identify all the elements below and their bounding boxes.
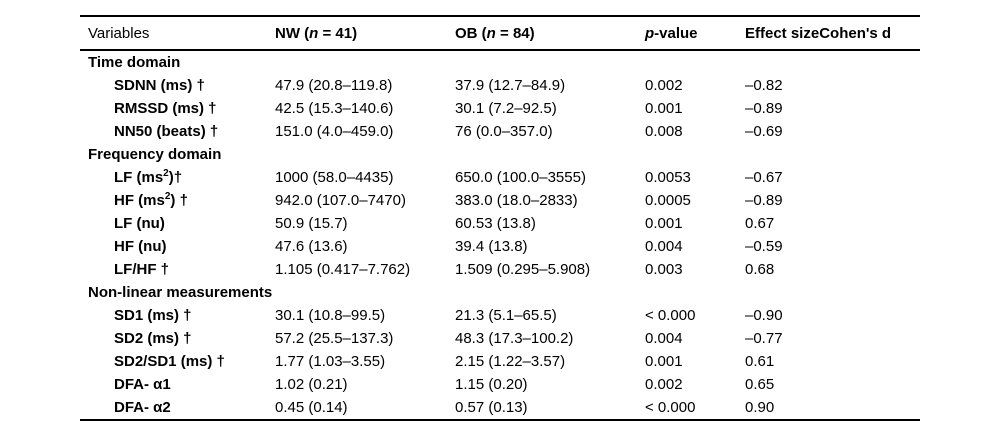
- p-value: 0.004: [645, 238, 683, 255]
- variable-name: LF (nu): [114, 215, 165, 232]
- p-value: 0.003: [645, 261, 683, 278]
- column-header-p-value: p-value: [645, 24, 698, 42]
- section-label: Non-linear measurements: [88, 284, 273, 301]
- p-value: < 0.000: [645, 307, 696, 324]
- section-label: Frequency domain: [88, 146, 222, 163]
- table-row: SD2/SD1 (ms) † 1.77 (1.03–3.55) 2.15 (1.22…: [80, 350, 920, 373]
- effect-size-value: –0.77: [745, 330, 783, 347]
- table-row: RMSSD (ms) † 42.5 (15.3–140.6) 30.1 (7.2–9…: [80, 97, 920, 120]
- section-row: Frequency domain: [80, 143, 920, 166]
- ob-value: 76 (0.0–357.0): [455, 123, 553, 140]
- effect-size-value: 0.67: [745, 215, 775, 232]
- p-value: 0.002: [645, 77, 683, 94]
- effect-size-value: –0.59: [745, 238, 783, 255]
- table-row: NN50 (beats) † 151.0 (4.0–459.0) 76 (0.0–3…: [80, 120, 920, 143]
- nw-value: 151.0 (4.0–459.0): [275, 123, 394, 140]
- variable-name: RMSSD (ms) †: [114, 100, 217, 117]
- ob-value: 39.4 (13.8): [455, 238, 528, 255]
- nw-value: 1.105 (0.417–7.762): [275, 261, 411, 278]
- table-row: SD2 (ms) † 57.2 (25.5–137.3) 48.3 (17.3–10…: [80, 327, 920, 350]
- effect-size-value: 0.65: [745, 376, 775, 393]
- variable-name: SDNN (ms) †: [114, 77, 205, 94]
- column-header-ob: OB (n = 84): [455, 24, 535, 42]
- nw-value: 0.45 (0.14): [275, 399, 348, 416]
- nw-value: 1.77 (1.03–3.55): [275, 353, 386, 370]
- nw-value: 50.9 (15.7): [275, 215, 348, 232]
- nw-value: 57.2 (25.5–137.3): [275, 330, 394, 347]
- table-row: DFA- α2 0.45 (0.14) 0.57 (0.13) < 0.000 0.90: [80, 396, 920, 420]
- column-header-effect-size: Effect sizeCohen's d: [745, 24, 892, 42]
- effect-size-value: 0.90: [745, 399, 775, 416]
- p-value: 0.001: [645, 353, 683, 370]
- p-value: 0.004: [645, 330, 683, 347]
- nw-value: 1.02 (0.21): [275, 376, 348, 393]
- column-header-nw: NW (n = 41): [275, 24, 358, 42]
- column-header-variables: Variables: [88, 24, 150, 42]
- ob-value: 21.3 (5.1–65.5): [455, 307, 557, 324]
- ob-value: 30.1 (7.2–92.5): [455, 100, 557, 117]
- ob-value: 0.57 (0.13): [455, 399, 528, 416]
- table-row: SDNN (ms) † 47.9 (20.8–119.8) 37.9 (12.7–8…: [80, 74, 920, 97]
- nw-value: 30.1 (10.8–99.5): [275, 307, 386, 324]
- variable-name: SD2/SD1 (ms) †: [114, 353, 225, 370]
- variable-name: HF (nu): [114, 238, 167, 255]
- nw-value: 1000 (58.0–4435): [275, 169, 394, 186]
- variable-name: DFA- α1: [114, 376, 171, 393]
- effect-size-value: –0.90: [745, 307, 783, 324]
- section-row: Time domain: [80, 50, 920, 74]
- table-row: HF (nu) 47.6 (13.6) 39.4 (13.8) 0.004 –0.59: [80, 235, 920, 258]
- variable-name: HF (ms2) †: [114, 191, 188, 210]
- effect-size-value: 0.68: [745, 261, 775, 278]
- p-value: 0.008: [645, 123, 683, 140]
- p-value: 0.0005: [645, 192, 691, 209]
- effect-size-value: 0.61: [745, 353, 775, 370]
- header-row: Variables NW (n = 41) OB (n = 84) p-value Ef…: [80, 16, 920, 50]
- p-value: 0.001: [645, 100, 683, 117]
- table-row: HF (ms2) † 942.0 (107.0–7470) 383.0 (18.0–…: [80, 189, 920, 212]
- ob-value: 383.0 (18.0–2833): [455, 192, 578, 209]
- effect-size-value: –0.69: [745, 123, 783, 140]
- table-row: DFA- α1 1.02 (0.21) 1.15 (0.20) 0.002 0.65: [80, 373, 920, 396]
- variable-name: LF/HF †: [114, 261, 169, 278]
- ob-value: 1.15 (0.20): [455, 376, 528, 393]
- effect-size-value: –0.82: [745, 77, 783, 94]
- nw-value: 47.9 (20.8–119.8): [275, 77, 393, 94]
- variable-name: SD2 (ms) †: [114, 330, 192, 347]
- table-row: LF (nu) 50.9 (15.7) 60.53 (13.8) 0.001 0.67: [80, 212, 920, 235]
- table-body: Time domain SDNN (ms) † 47.9 (20.8–119.8) 3…: [80, 50, 920, 420]
- effect-size-value: –0.89: [745, 100, 783, 117]
- p-value: 0.0053: [645, 169, 691, 186]
- nw-value: 42.5 (15.3–140.6): [275, 100, 394, 117]
- section-row: Non-linear measurements: [80, 281, 920, 304]
- hrv-results-table: Variables NW (n = 41) OB (n = 84) p-value Ef…: [80, 15, 920, 421]
- p-value: < 0.000: [645, 399, 696, 416]
- effect-size-value: –0.89: [745, 192, 783, 209]
- ob-value: 2.15 (1.22–3.57): [455, 353, 566, 370]
- nw-value: 942.0 (107.0–7470): [275, 192, 406, 209]
- table-header: Variables NW (n = 41) OB (n = 84) p-value Ef…: [80, 16, 920, 50]
- variable-name: DFA- α2: [114, 399, 171, 416]
- section-label: Time domain: [88, 54, 181, 71]
- variable-name: NN50 (beats) †: [114, 123, 219, 140]
- variable-name: LF (ms2)†: [114, 168, 183, 187]
- ob-value: 37.9 (12.7–84.9): [455, 77, 566, 94]
- data-table: Variables NW (n = 41) OB (n = 84) p-value Ef…: [80, 15, 920, 421]
- nw-value: 47.6 (13.6): [275, 238, 348, 255]
- variable-name: SD1 (ms) †: [114, 307, 192, 324]
- effect-size-value: –0.67: [745, 169, 783, 186]
- p-value: 0.001: [645, 215, 683, 232]
- p-value: 0.002: [645, 376, 683, 393]
- ob-value: 60.53 (13.8): [455, 215, 536, 232]
- ob-value: 1.509 (0.295–5.908): [455, 261, 591, 278]
- table-row: SD1 (ms) † 30.1 (10.8–99.5) 21.3 (5.1–65.5…: [80, 304, 920, 327]
- ob-value: 48.3 (17.3–100.2): [455, 330, 574, 347]
- ob-value: 650.0 (100.0–3555): [455, 169, 586, 186]
- table-row: LF/HF † 1.105 (0.417–7.762) 1.509 (0.295–5…: [80, 258, 920, 281]
- table-row: LF (ms2)† 1000 (58.0–4435) 650.0 (100.0–35…: [80, 166, 920, 189]
